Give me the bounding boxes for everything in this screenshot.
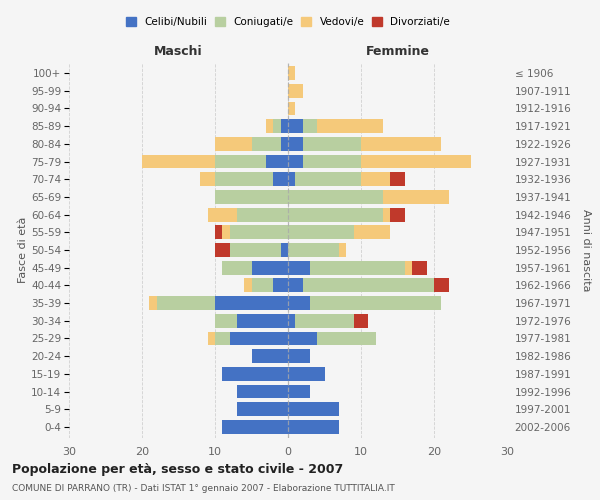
Bar — [288, 296, 310, 310]
Bar — [266, 154, 288, 168]
Bar — [222, 226, 230, 239]
Bar — [251, 261, 288, 274]
Bar — [223, 261, 251, 274]
Bar — [361, 154, 470, 168]
Bar — [281, 137, 288, 151]
Bar — [237, 208, 288, 222]
Bar — [237, 402, 288, 416]
Bar — [215, 137, 251, 151]
Bar — [215, 296, 288, 310]
Bar — [288, 102, 295, 116]
Bar — [251, 349, 288, 363]
Bar — [288, 261, 310, 274]
Bar — [383, 208, 390, 222]
Bar — [230, 243, 281, 257]
Bar — [288, 278, 302, 292]
Bar — [288, 208, 383, 222]
Bar — [149, 296, 157, 310]
Bar — [157, 296, 215, 310]
Bar — [215, 243, 230, 257]
Bar — [251, 137, 281, 151]
Bar — [288, 367, 325, 380]
Bar — [390, 172, 405, 186]
Bar — [215, 172, 274, 186]
Bar — [288, 137, 302, 151]
Bar — [310, 261, 405, 274]
Bar — [266, 120, 274, 133]
Bar — [390, 208, 405, 222]
Y-axis label: Anni di nascita: Anni di nascita — [581, 209, 591, 291]
Bar — [223, 367, 288, 380]
Bar — [142, 154, 215, 168]
Bar — [251, 278, 274, 292]
Bar — [302, 278, 434, 292]
Text: Maschi: Maschi — [154, 45, 203, 58]
Bar — [317, 120, 383, 133]
Bar — [302, 137, 361, 151]
Bar — [274, 172, 288, 186]
Bar — [208, 208, 237, 222]
Bar — [383, 190, 449, 204]
Bar — [361, 172, 390, 186]
Bar — [288, 120, 302, 133]
Bar — [288, 190, 383, 204]
Bar — [317, 332, 376, 345]
Bar — [288, 66, 295, 80]
Bar — [288, 314, 295, 328]
Bar — [208, 332, 215, 345]
Bar — [215, 190, 288, 204]
Bar — [244, 278, 251, 292]
Bar — [288, 243, 339, 257]
Bar — [288, 226, 354, 239]
Bar — [230, 226, 288, 239]
Bar — [237, 314, 288, 328]
Bar — [215, 154, 266, 168]
Bar — [274, 278, 288, 292]
Text: Femmine: Femmine — [365, 45, 430, 58]
Bar — [295, 172, 361, 186]
Bar — [281, 120, 288, 133]
Bar — [288, 402, 339, 416]
Text: Popolazione per età, sesso e stato civile - 2007: Popolazione per età, sesso e stato civil… — [12, 462, 343, 475]
Text: COMUNE DI PARRANO (TR) - Dati ISTAT 1° gennaio 2007 - Elaborazione TUTTITALIA.IT: COMUNE DI PARRANO (TR) - Dati ISTAT 1° g… — [12, 484, 395, 493]
Bar — [215, 314, 237, 328]
Bar — [412, 261, 427, 274]
Bar — [281, 243, 288, 257]
Bar — [200, 172, 215, 186]
Bar — [361, 137, 442, 151]
Bar — [288, 84, 302, 98]
Bar — [288, 384, 310, 398]
Bar — [288, 349, 310, 363]
Bar — [339, 243, 346, 257]
Legend: Celibi/Nubili, Coniugati/e, Vedovi/e, Divorziati/e: Celibi/Nubili, Coniugati/e, Vedovi/e, Di… — [126, 17, 450, 27]
Bar — [302, 120, 317, 133]
Bar — [223, 420, 288, 434]
Y-axis label: Fasce di età: Fasce di età — [19, 217, 28, 283]
Bar — [434, 278, 449, 292]
Bar — [215, 332, 230, 345]
Bar — [405, 261, 412, 274]
Bar — [302, 154, 361, 168]
Bar — [288, 154, 302, 168]
Bar — [354, 226, 390, 239]
Bar — [288, 420, 339, 434]
Bar — [274, 120, 281, 133]
Bar — [230, 332, 288, 345]
Bar — [237, 384, 288, 398]
Bar — [288, 172, 295, 186]
Bar — [215, 226, 223, 239]
Bar — [295, 314, 354, 328]
Bar — [354, 314, 368, 328]
Bar — [310, 296, 441, 310]
Bar — [288, 332, 317, 345]
